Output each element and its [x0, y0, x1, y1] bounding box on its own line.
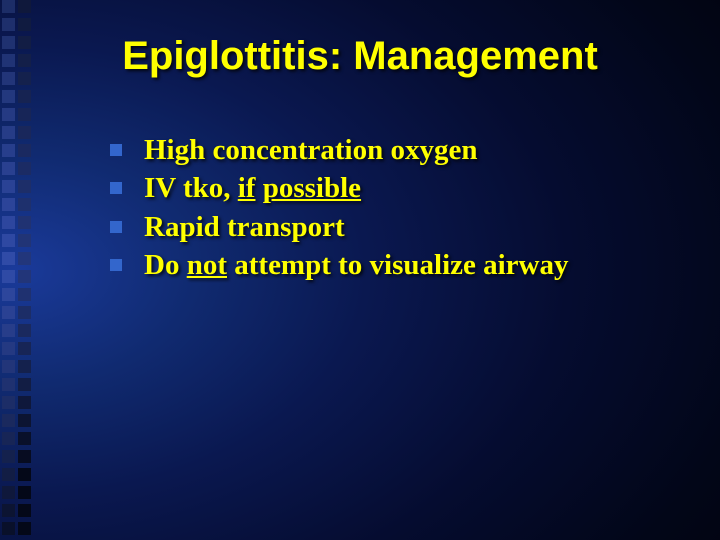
bullet-marker	[110, 221, 122, 233]
bullet-item: Do not attempt to visualize airway	[110, 247, 670, 283]
bullet-item: Rapid transport	[110, 209, 670, 245]
bullet-text: High concentration oxygen	[144, 132, 478, 168]
bullet-text: IV tko, if possible	[144, 170, 361, 206]
bullet-text: Rapid transport	[144, 209, 345, 245]
bullet-item: IV tko, if possible	[110, 170, 670, 206]
bullet-item: High concentration oxygen	[110, 132, 670, 168]
bullet-marker	[110, 144, 122, 156]
bullet-list: High concentration oxygenIV tko, if poss…	[110, 132, 670, 285]
slide: Epiglottitis: Management High concentrat…	[0, 0, 720, 540]
bullet-text: Do not attempt to visualize airway	[144, 247, 569, 283]
slide-title: Epiglottitis: Management	[0, 34, 720, 79]
bullet-marker	[110, 259, 122, 271]
slide-content: Epiglottitis: Management High concentrat…	[0, 0, 720, 540]
bullet-marker	[110, 182, 122, 194]
